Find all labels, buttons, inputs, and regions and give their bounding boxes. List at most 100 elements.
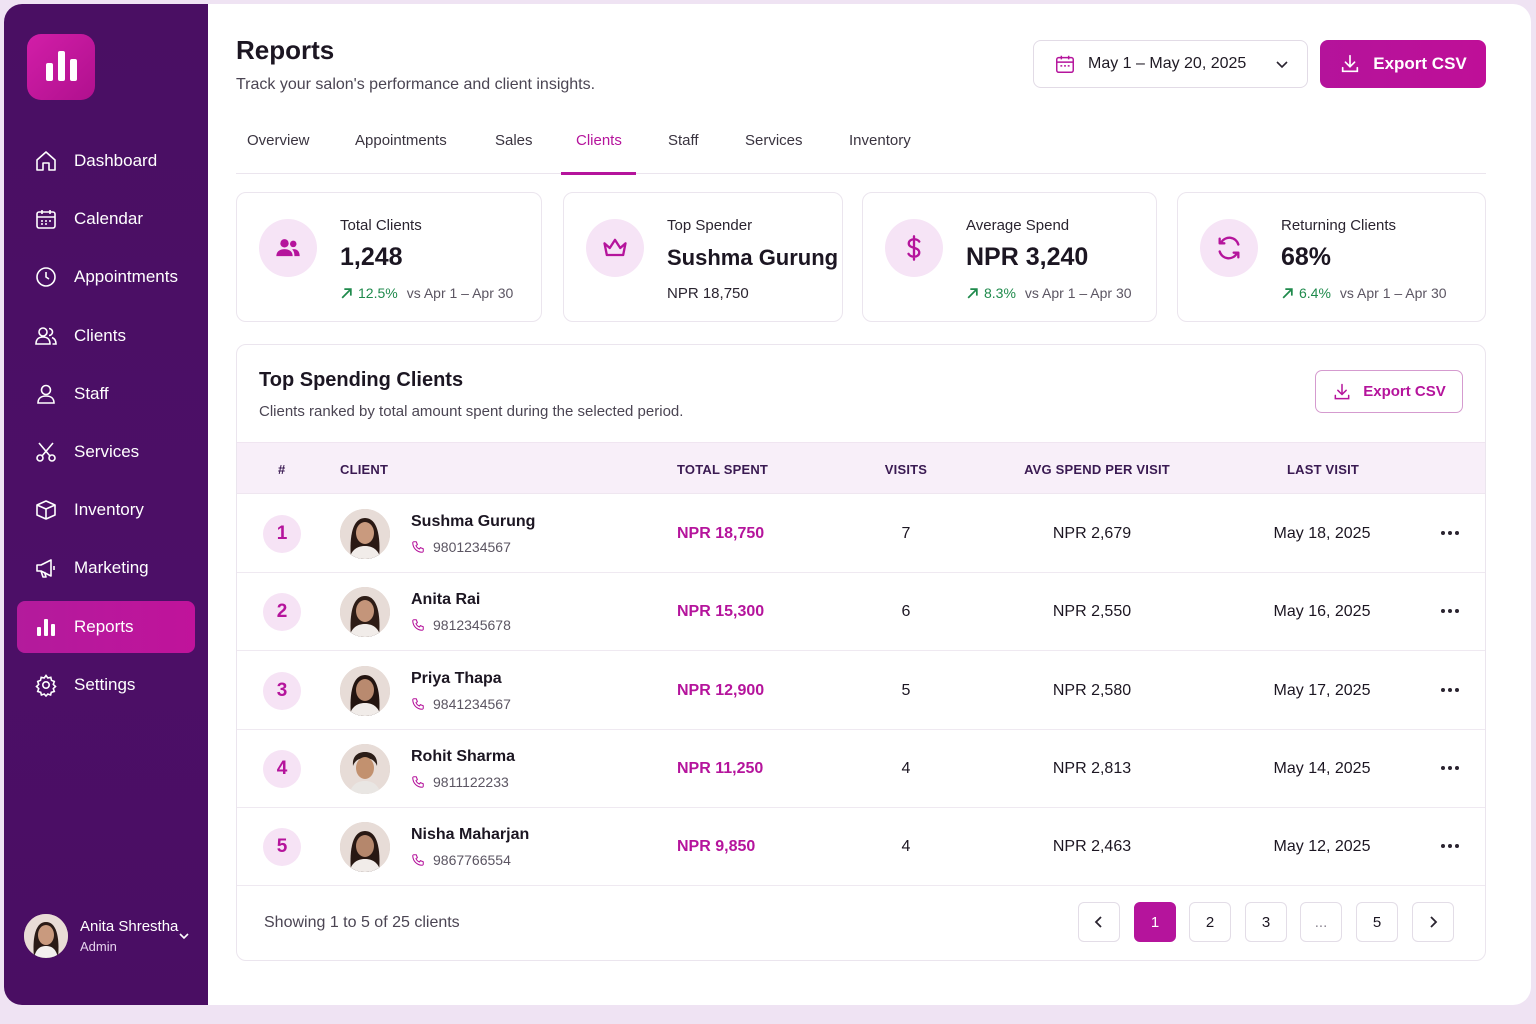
client-avg-spend: NPR 2,550 xyxy=(1052,603,1132,621)
stat-label: Total Clients xyxy=(340,217,422,234)
card-subtitle: Clients ranked by total amount spent dur… xyxy=(259,403,684,420)
sidebar-item-dashboard[interactable]: Dashboard xyxy=(17,135,195,187)
client-avg-spend: NPR 2,813 xyxy=(1052,759,1132,777)
avatar xyxy=(340,665,390,716)
stat-card-total-clients: Total Clients 1,248 12.5% vs Apr 1 – Apr… xyxy=(236,192,542,322)
sidebar-item-appointments[interactable]: Appointments xyxy=(17,251,195,303)
phone-icon xyxy=(412,619,424,632)
stat-value: 68% xyxy=(1281,243,1332,271)
client-last-visit: May 16, 2025 xyxy=(1273,603,1371,621)
stat-label: Top Spender xyxy=(667,217,753,234)
table-row[interactable]: 4 Rohit Sharma 9811122233 NPR 11,250 4 N… xyxy=(237,730,1485,808)
chevron-down-icon[interactable] xyxy=(178,930,190,942)
sidebar-item-staff[interactable]: Staff xyxy=(17,368,195,420)
dollar-icon xyxy=(907,235,921,261)
client-phone-number: 9841234567 xyxy=(433,695,511,712)
rank-badge: 2 xyxy=(263,593,301,632)
sidebar-item-clients[interactable]: Clients xyxy=(17,310,195,362)
client-last-visit: May 17, 2025 xyxy=(1273,681,1371,699)
sidebar-item-calendar[interactable]: Calendar xyxy=(17,193,195,245)
home-icon xyxy=(36,151,56,171)
sidebar-item-marketing[interactable]: Marketing xyxy=(17,542,195,594)
client-name[interactable]: Nisha Maharjan xyxy=(411,826,530,844)
tab-inventory[interactable]: Inventory xyxy=(849,132,911,149)
table-row[interactable]: 2 Anita Rai 9812345678 NPR 15,300 6 NPR … xyxy=(237,573,1485,652)
client-visits: 4 xyxy=(901,759,911,777)
stat-change: 12.5% vs Apr 1 – Apr 30 xyxy=(340,285,513,301)
user-icon xyxy=(37,384,55,404)
tab-clients[interactable]: Clients xyxy=(561,132,636,175)
client-total-spent: NPR 11,250 xyxy=(677,759,764,777)
tab-services[interactable]: Services xyxy=(745,132,803,149)
client-total-spent: NPR 15,300 xyxy=(677,603,765,621)
row-more-actions-icon[interactable] xyxy=(1435,601,1465,621)
clock-icon xyxy=(36,267,56,288)
pagination-page-3[interactable]: 3 xyxy=(1245,902,1287,942)
export-csv-label: Export CSV xyxy=(1373,54,1467,73)
column-header-last-visit[interactable]: LAST VISIT xyxy=(1286,462,1360,477)
table-export-csv-button[interactable]: Export CSV xyxy=(1315,370,1463,413)
date-range-picker[interactable]: May 1 – May 20, 2025 xyxy=(1033,40,1308,88)
calendar-icon xyxy=(1056,55,1074,73)
row-more-actions-icon[interactable] xyxy=(1435,523,1465,543)
stat-icon-wrap xyxy=(259,219,317,277)
app-logo[interactable] xyxy=(27,34,95,100)
tab-sales[interactable]: Sales xyxy=(495,132,533,149)
client-last-visit: May 18, 2025 xyxy=(1273,525,1371,542)
avatar xyxy=(340,587,390,638)
client-name[interactable]: Sushma Gurung xyxy=(411,513,536,530)
pagination-prev-button[interactable] xyxy=(1078,902,1120,942)
sidebar-item-settings[interactable]: Settings xyxy=(17,659,195,711)
report-tabs: Overview Appointments Sales Clients Staf… xyxy=(236,122,1486,175)
export-csv-button[interactable]: Export CSV xyxy=(1320,40,1486,88)
stat-compare: vs Apr 1 – Apr 30 xyxy=(406,285,514,301)
stat-icon-wrap xyxy=(885,219,943,277)
phone-icon xyxy=(412,697,424,710)
client-name[interactable]: Rohit Sharma xyxy=(411,747,516,765)
sidebar-item-services[interactable]: Services xyxy=(17,426,195,478)
column-header-visits[interactable]: VISITS xyxy=(884,462,928,477)
client-visits: 5 xyxy=(901,681,911,699)
pagination-page-5[interactable]: 5 xyxy=(1356,902,1398,942)
box-icon xyxy=(36,500,56,520)
phone-icon xyxy=(412,854,424,866)
sidebar-item-label: Settings xyxy=(74,674,136,694)
sidebar: Dashboard Calendar Appointments Clients … xyxy=(4,4,208,1005)
sidebar-item-label: Dashboard xyxy=(74,151,158,170)
sidebar-item-inventory[interactable]: Inventory xyxy=(17,484,195,536)
table-row[interactable]: 3 Priya Thapa 9841234567 NPR 12,900 5 NP… xyxy=(237,652,1485,730)
client-name[interactable]: Anita Rai xyxy=(411,591,481,609)
tab-staff[interactable]: Staff xyxy=(668,132,699,149)
user-menu[interactable]: Anita Shrestha Admin xyxy=(24,912,194,960)
table-row[interactable]: 5 Nisha Maharjan 9867766554 NPR 9,850 4 … xyxy=(237,808,1485,887)
tab-appointments[interactable]: Appointments xyxy=(355,132,447,149)
client-name[interactable]: Priya Thapa xyxy=(411,669,502,687)
column-header-avg-spend[interactable]: AVG SPEND PER VISIT xyxy=(1024,462,1170,477)
row-more-actions-icon[interactable] xyxy=(1435,758,1465,778)
stat-value: Sushma Gurung xyxy=(667,245,839,270)
client-last-visit: May 12, 2025 xyxy=(1273,838,1371,856)
row-more-actions-icon[interactable] xyxy=(1435,836,1465,856)
sidebar-nav: Dashboard Calendar Appointments Clients … xyxy=(17,135,195,717)
sidebar-item-label: Inventory xyxy=(74,500,144,520)
pagination-page-2[interactable]: 2 xyxy=(1189,902,1231,942)
row-more-actions-icon[interactable] xyxy=(1435,680,1465,700)
rank-badge: 5 xyxy=(263,828,301,867)
client-visits: 4 xyxy=(901,838,911,856)
column-header-client[interactable]: CLIENT xyxy=(340,462,389,477)
table-row[interactable]: 1 Sushma Gurung 9801234567 NPR 18,750 7 … xyxy=(237,495,1485,573)
tab-overview[interactable]: Overview xyxy=(247,132,310,149)
chevron-right-icon xyxy=(1430,916,1438,928)
sidebar-item-label: Staff xyxy=(74,383,109,403)
pagination-page-1[interactable]: 1 xyxy=(1134,902,1176,942)
client-total-spent: NPR 9,850 xyxy=(677,838,756,856)
chevron-down-icon xyxy=(1276,61,1288,69)
pagination-next-button[interactable] xyxy=(1412,902,1454,942)
stat-label: Average Spend xyxy=(966,217,1070,234)
sidebar-item-reports[interactable]: Reports xyxy=(17,600,195,653)
rank-badge: 1 xyxy=(263,515,301,553)
gear-icon xyxy=(35,673,57,697)
stat-card-average-spend: Average Spend NPR 3,240 8.3% vs Apr 1 – … xyxy=(862,192,1157,322)
scissors-icon xyxy=(36,442,56,462)
column-header-total-spent[interactable]: TOTAL SPENT xyxy=(677,462,769,477)
